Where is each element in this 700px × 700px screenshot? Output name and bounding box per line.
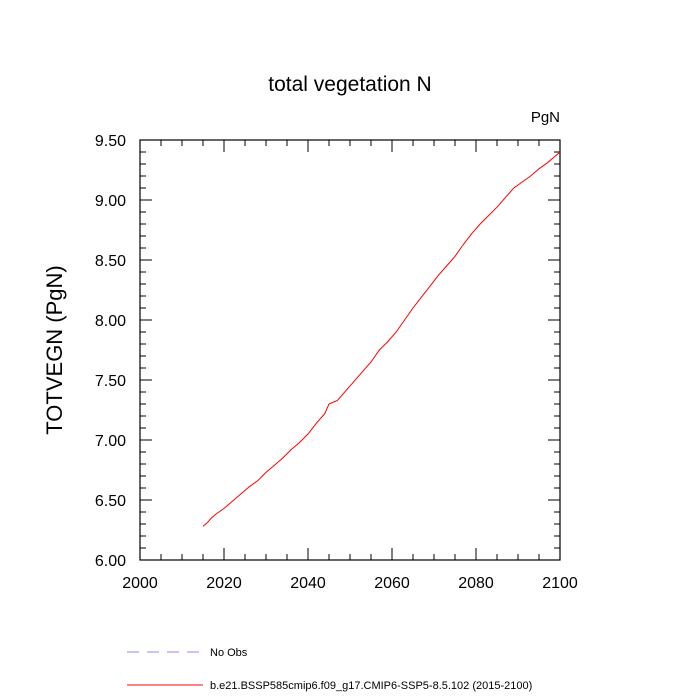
legend-label-model: b.e21.BSSP585cmip6.f09_g17.CMIP6-SSP5-8.… — [210, 680, 532, 692]
y-tick-label: 7.00 — [95, 433, 126, 450]
y-axis-label: TOTVEGN (PgN) — [42, 265, 67, 435]
y-tick-label: 7.50 — [95, 373, 126, 390]
x-tick-label: 2100 — [542, 575, 578, 592]
series-lines — [202, 151, 561, 527]
y-tick-label: 9.00 — [95, 193, 126, 210]
legend: No Obs b.e21.BSSP585cmip6.f09_g17.CMIP6-… — [127, 647, 532, 692]
x-tick-label: 2080 — [458, 575, 494, 592]
chart-title: total vegetation N — [268, 73, 431, 96]
plot-frame — [139, 139, 561, 561]
y-tick-label: 8.50 — [95, 253, 126, 270]
series-line-0 — [202, 151, 561, 527]
y-tick-label: 6.00 — [95, 553, 126, 570]
x-tick-label: 2060 — [374, 575, 410, 592]
y-tick-label: 6.50 — [95, 493, 126, 510]
units-label: PgN — [531, 109, 560, 126]
x-tick-label: 2020 — [206, 575, 242, 592]
y-tick-label: 9.50 — [95, 133, 126, 150]
x-tick-label: 2040 — [290, 575, 326, 592]
x-tick-label: 2000 — [122, 575, 158, 592]
axis-tick-labels: 2000 2020 2040 2060 2080 2100 6.00 6.50 7.00 7.50… — [95, 133, 578, 592]
y-tick-label: 8.00 — [95, 313, 126, 330]
axis-ticks — [139, 139, 561, 561]
legend-label-no-obs: No Obs — [210, 647, 248, 659]
